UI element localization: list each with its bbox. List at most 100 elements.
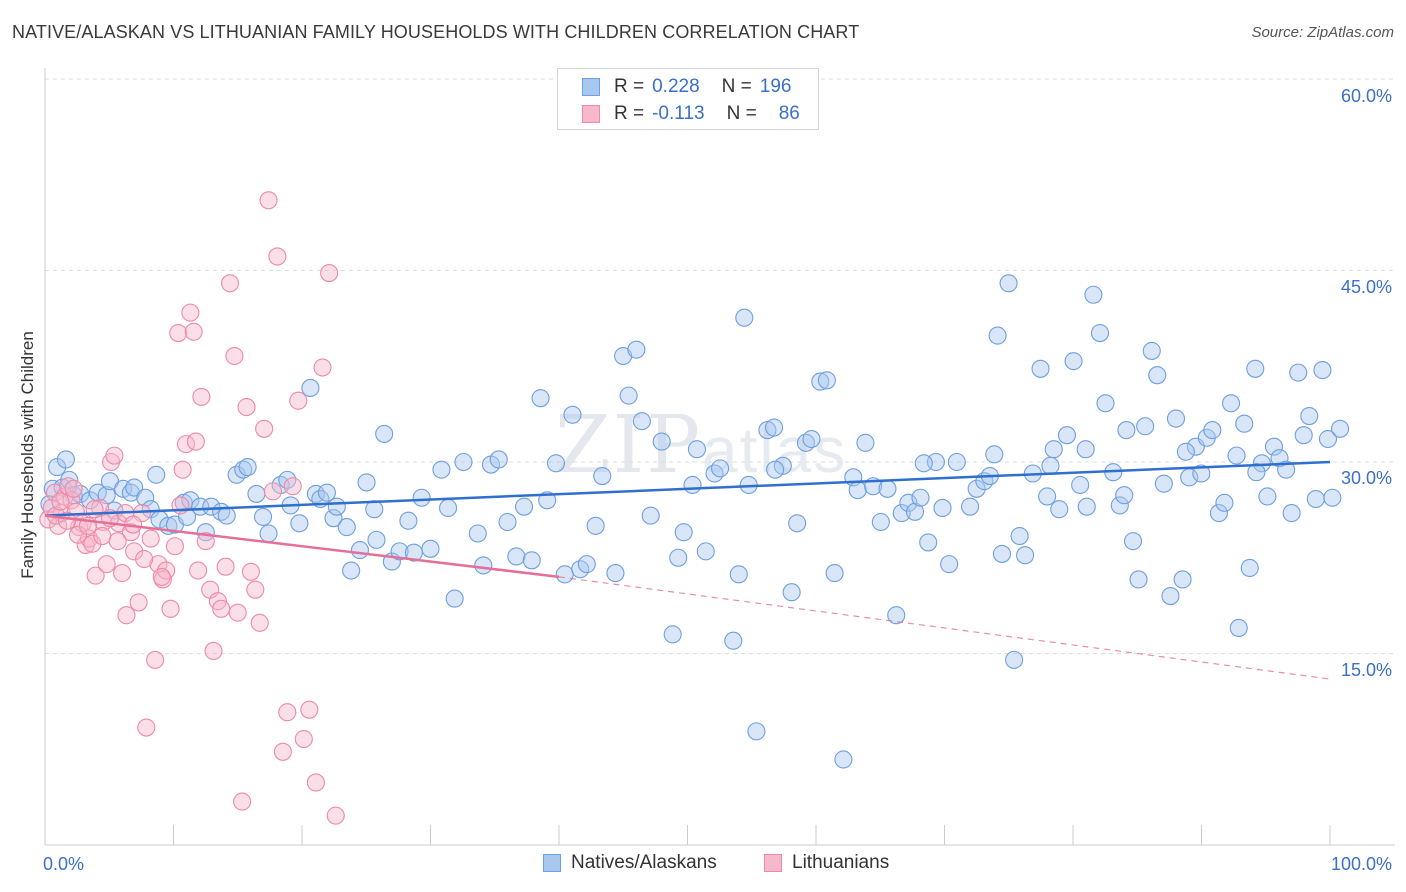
n-label: N = xyxy=(726,103,757,124)
natives-point xyxy=(238,458,257,477)
lithuanians-points-layer xyxy=(39,191,345,825)
stats-legend: R = 0.228 N = 196 R = -0.113 N = 86 xyxy=(557,68,819,130)
natives-point xyxy=(1270,449,1289,468)
natives-point xyxy=(1123,532,1143,551)
natives-point xyxy=(1050,500,1069,519)
axis-layer xyxy=(44,68,1395,846)
natives-point xyxy=(802,429,821,449)
lithuanians-point xyxy=(263,482,283,501)
natives-point xyxy=(421,539,440,558)
y-tick-label-60: 60.0% xyxy=(1340,86,1392,106)
natives-point xyxy=(350,541,370,560)
natives-point xyxy=(468,524,487,543)
natives-point xyxy=(724,631,743,650)
chart-title: NATIVE/ALASKAN VS LITHUANIAN FAMILY HOUS… xyxy=(12,22,860,42)
lithuanians-point xyxy=(196,532,215,551)
lithuanians-point xyxy=(259,191,278,210)
natives-point xyxy=(1282,504,1301,523)
lithuanians-point xyxy=(278,703,297,722)
natives-point xyxy=(290,514,309,533)
lithuanians-point xyxy=(241,562,260,581)
natives-point xyxy=(412,488,431,507)
legend-item-natives[interactable]: Natives/Alaskans xyxy=(543,852,717,874)
natives-point xyxy=(687,440,706,459)
natives-point xyxy=(848,481,867,500)
lithuanians-point xyxy=(306,773,325,792)
natives-point xyxy=(892,504,911,523)
lithuanians-point xyxy=(246,580,265,599)
natives-point xyxy=(911,488,930,507)
natives-point xyxy=(1323,488,1342,507)
y-axis-label: Family Households with Children xyxy=(18,331,37,579)
r-value: 0.228 xyxy=(652,76,700,97)
natives-point xyxy=(1331,419,1350,438)
natives-point xyxy=(747,722,766,741)
natives-point xyxy=(641,506,660,525)
natives-point xyxy=(577,555,596,574)
source-label: Source: ZipAtlas.com xyxy=(1251,24,1394,41)
legend-item-lithuanians[interactable]: Lithuanians xyxy=(764,852,889,874)
lithuanians-point xyxy=(117,606,136,625)
lithuanians-legend-swatch xyxy=(764,854,782,872)
natives-point xyxy=(546,454,566,473)
natives-point xyxy=(811,372,830,391)
natives-point xyxy=(445,589,464,608)
lithuanians-point xyxy=(313,358,332,377)
lithuanians-point xyxy=(212,599,231,618)
natives-point xyxy=(856,433,875,452)
natives-point xyxy=(817,371,836,390)
lithuanians-point xyxy=(165,537,184,556)
natives-point xyxy=(1044,440,1063,459)
natives-point xyxy=(1166,409,1186,428)
natives-point xyxy=(1136,417,1155,436)
lithuanians-point xyxy=(86,566,105,585)
natives-point xyxy=(136,488,155,507)
n-value: 196 xyxy=(759,76,792,97)
lithuanians-point xyxy=(152,567,171,586)
natives-point xyxy=(899,493,918,512)
natives-point xyxy=(606,564,625,583)
natives-point xyxy=(1154,474,1173,493)
natives-point xyxy=(1300,406,1319,426)
lithuanians-point xyxy=(79,529,99,548)
lithuanians-point xyxy=(326,806,345,825)
natives-point xyxy=(147,465,166,484)
natives-point xyxy=(871,512,890,532)
natives-point xyxy=(683,475,702,495)
natives-point xyxy=(217,506,236,525)
lithuanians-point xyxy=(289,391,308,410)
natives-point xyxy=(489,450,508,469)
natives-point xyxy=(947,452,966,472)
natives-point xyxy=(1318,429,1338,449)
lithuanians-point xyxy=(57,511,77,530)
natives-point xyxy=(878,479,897,498)
natives-point xyxy=(1076,440,1095,459)
natives-point xyxy=(1247,463,1266,482)
lithuanians-point xyxy=(129,593,148,612)
lithuanians-point xyxy=(64,479,83,498)
natives-point xyxy=(652,432,671,451)
lithuanians-point xyxy=(173,460,192,479)
lithuanians-trend-line xyxy=(44,514,560,579)
natives-legend-label: Natives/Alaskans xyxy=(571,852,717,873)
natives-point xyxy=(1031,359,1050,378)
natives-point xyxy=(498,512,517,532)
lithuanians-point xyxy=(225,346,244,366)
natives-point xyxy=(1240,558,1259,578)
natives-point xyxy=(1161,586,1180,606)
natives-point xyxy=(674,523,693,542)
natives-point xyxy=(593,466,612,486)
watermark-zip: ZIP xyxy=(555,398,703,491)
natives-point xyxy=(1117,421,1136,440)
natives-point xyxy=(985,445,1004,464)
natives-point xyxy=(555,565,574,584)
natives-point xyxy=(357,473,376,492)
natives-point xyxy=(1277,460,1296,479)
natives-point xyxy=(1010,526,1029,546)
n-value: 86 xyxy=(778,103,800,124)
natives-point xyxy=(1203,421,1222,440)
stats-legend-row-natives: R = 0.228 N = 196 xyxy=(582,76,791,98)
lithuanians-point xyxy=(161,599,180,618)
natives-point xyxy=(1129,570,1148,589)
lithuanians-point xyxy=(320,264,339,283)
